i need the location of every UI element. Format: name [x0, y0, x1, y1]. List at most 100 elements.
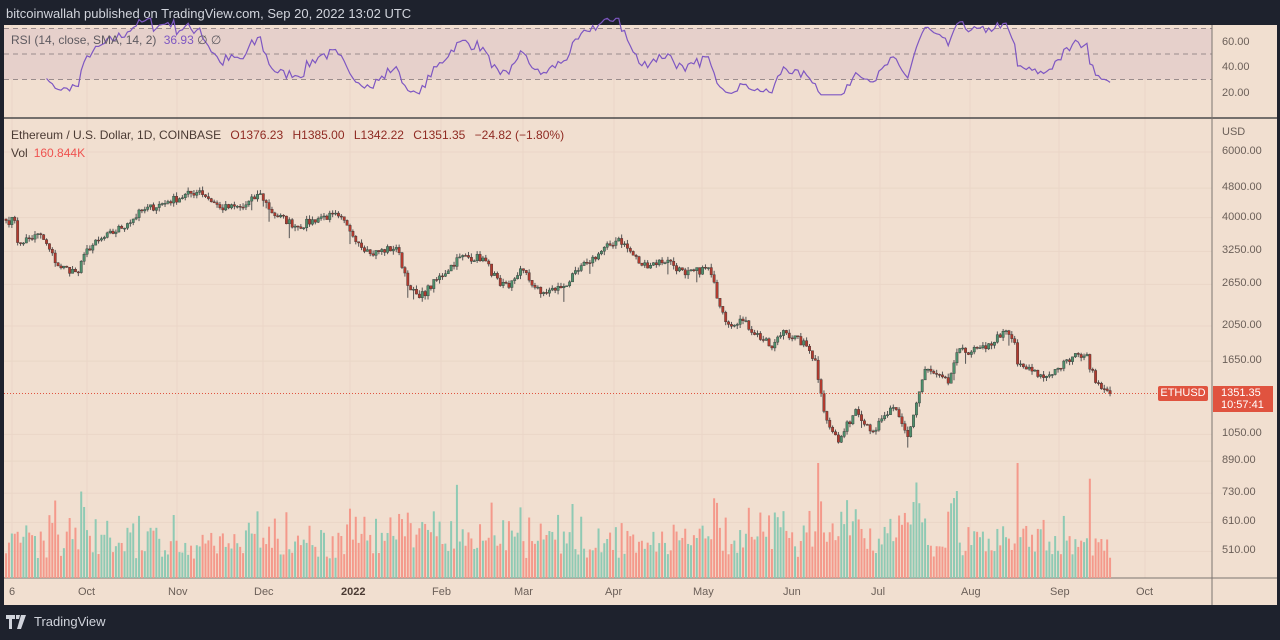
candle-up [1053, 369, 1057, 375]
candle-down [533, 285, 537, 288]
volume-bar [1036, 528, 1039, 578]
candle-down [19, 242, 22, 244]
volume-bar [221, 533, 224, 578]
symbol-legend[interactable]: Ethereum / U.S. Dollar, 1D, COINBASE O13… [11, 128, 570, 142]
candle-up [287, 219, 291, 225]
chart-frame[interactable] [4, 25, 1277, 605]
candle-down [285, 215, 288, 225]
candle-down [1102, 388, 1106, 390]
volume-bar [609, 532, 612, 578]
volume-bar [718, 527, 721, 578]
candle-down [339, 215, 343, 218]
volume-bar [1059, 554, 1062, 578]
candle-down [423, 291, 427, 297]
volume-bar [525, 557, 528, 578]
volume-bar [427, 529, 430, 578]
volume-bar [455, 484, 458, 578]
volume-bar [756, 536, 759, 578]
candle-down [68, 266, 72, 274]
candle-up [952, 362, 956, 374]
candle-down [521, 268, 525, 271]
volume-bar [658, 543, 661, 578]
volume-bar [401, 519, 404, 578]
volume-bar [473, 548, 476, 578]
candle-up [501, 282, 505, 286]
volume-bar [802, 525, 805, 578]
volume-bar [632, 534, 635, 578]
candle-up [10, 216, 14, 225]
volume-bar [791, 532, 794, 578]
candle-down [53, 252, 57, 264]
volume-bar [1080, 540, 1083, 578]
time-tick: Oct [78, 586, 96, 598]
candle-up [247, 200, 251, 206]
candle-up [568, 281, 572, 286]
volume-bar [617, 557, 620, 578]
volume-bar [36, 557, 39, 578]
volume-bar [294, 541, 297, 578]
candle-down [819, 379, 823, 394]
volume-bar [1097, 542, 1100, 578]
symbol-price-tag: ETHUSD [1158, 386, 1208, 401]
rsi-legend[interactable]: RSI (14, close, SMA, 14, 2) 36.93 ∅ ∅ [11, 33, 221, 47]
candle-up [94, 239, 98, 246]
volume-bar [424, 523, 427, 578]
candle-up [100, 238, 103, 241]
volume-bar [872, 550, 875, 578]
candle-down [1007, 330, 1011, 335]
volume-bar [614, 527, 617, 578]
volume-bar [467, 532, 470, 578]
volume-bar [166, 554, 169, 578]
candle-up [602, 247, 606, 252]
candle-up [652, 262, 655, 266]
candle-down [1021, 363, 1025, 368]
volume-bar [172, 515, 175, 578]
volume-bar [1045, 550, 1048, 578]
volume-bar [377, 553, 380, 578]
candle-down [1024, 366, 1028, 370]
volume-legend[interactable]: Vol 160.844K [11, 146, 85, 160]
price-tick: 2050.00 [1222, 318, 1262, 331]
candle-down [747, 320, 751, 330]
volume-bar [499, 543, 502, 578]
candle-up [1004, 330, 1008, 332]
volume-bar [768, 515, 771, 578]
volume-bar [169, 541, 172, 578]
volume-bar [88, 535, 91, 578]
volume-bar [311, 545, 314, 578]
volume-bar [831, 523, 834, 578]
volume-bar [120, 542, 123, 578]
candle-up [845, 421, 849, 432]
volume-bar [1057, 550, 1060, 578]
candle-down [1108, 390, 1112, 394]
candle-down [337, 212, 340, 217]
volume-bar [820, 501, 823, 578]
candle-down [504, 282, 508, 284]
tradingview-brand[interactable]: TradingView [6, 614, 106, 629]
candle-down [282, 214, 285, 217]
volume-bar [94, 519, 97, 578]
volume-bar [773, 512, 776, 578]
price-tick: 890.00 [1222, 454, 1256, 467]
volume-bar [750, 536, 753, 578]
volume-bar [545, 535, 548, 578]
candle-up [316, 218, 320, 223]
candle-down [715, 282, 719, 299]
candle-up [842, 431, 846, 437]
volume-bar [684, 528, 687, 578]
volume-bar [317, 556, 320, 578]
candle-up [678, 267, 681, 272]
volume-bar [984, 551, 987, 578]
candle-down [417, 293, 421, 298]
volume-bar [753, 539, 756, 578]
last-price-tag: 1351.35 10:57:41 [1213, 386, 1273, 412]
candle-up [117, 225, 121, 233]
volume-bar [19, 542, 22, 578]
candle-up [851, 415, 855, 425]
candle-up [516, 275, 520, 279]
volume-bar [895, 537, 898, 578]
candle-down [56, 262, 60, 267]
candle-up [889, 407, 892, 415]
candle-up [114, 231, 118, 234]
